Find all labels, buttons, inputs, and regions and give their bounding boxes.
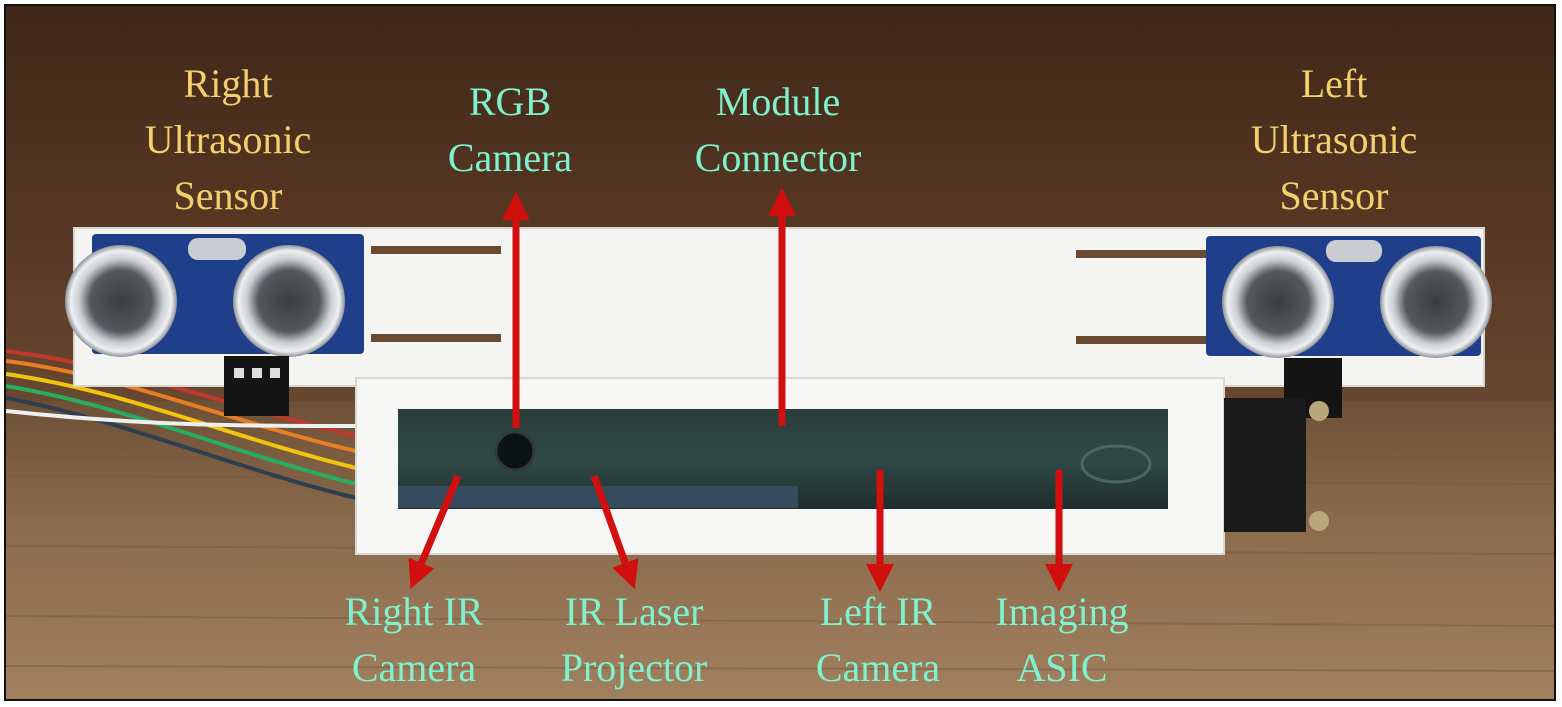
photo-frame: Right Ultrasonic Sensor RGB Camera Modul… [4, 4, 1556, 701]
red-arrow-icon [408, 474, 462, 589]
ultrasonic-transducer-icon [1222, 246, 1334, 358]
red-arrow-icon [590, 474, 639, 590]
sensor-photo [6, 6, 1554, 699]
label-ir-laser-projector: IR Laser Projector [560, 589, 708, 690]
label-right-ir-camera: Right IR Camera [344, 589, 484, 690]
bracket-slot [1076, 250, 1206, 258]
label-rgb-camera: RGB Camera [447, 79, 573, 180]
label-imaging-asic: Imaging ASIC [995, 589, 1129, 690]
rgb-camera-lens [494, 430, 536, 472]
ultrasonic-transducer-icon [65, 245, 177, 357]
ultrasonic-transducer-icon [1380, 246, 1492, 358]
label-right-ultrasonic-sensor: Right Ultrasonic Sensor [144, 61, 312, 218]
label-left-ir-camera: Left IR Camera [815, 589, 941, 690]
bracket-slot [371, 246, 501, 254]
wires [6, 349, 357, 500]
label-module-connector: Module Connector [694, 79, 862, 180]
bracket-slot [1076, 336, 1206, 344]
annotation-arrows [408, 188, 1073, 592]
bracket-slot [371, 334, 501, 342]
ultrasonic-transducer-icon [233, 245, 345, 357]
right-ultrasonic-sensor [65, 234, 364, 416]
label-left-ultrasonic-sensor: Left Ultrasonic Sensor [1250, 61, 1418, 218]
side-connector-block [1224, 398, 1306, 532]
intel-logo [1080, 444, 1152, 484]
